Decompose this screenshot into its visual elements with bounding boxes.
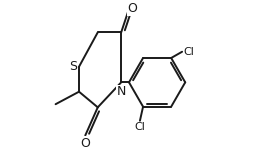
Text: O: O bbox=[80, 137, 90, 150]
Text: S: S bbox=[70, 60, 78, 73]
Text: Cl: Cl bbox=[183, 47, 194, 57]
Text: O: O bbox=[127, 2, 137, 15]
Text: Cl: Cl bbox=[134, 122, 145, 132]
Text: N: N bbox=[117, 85, 126, 98]
